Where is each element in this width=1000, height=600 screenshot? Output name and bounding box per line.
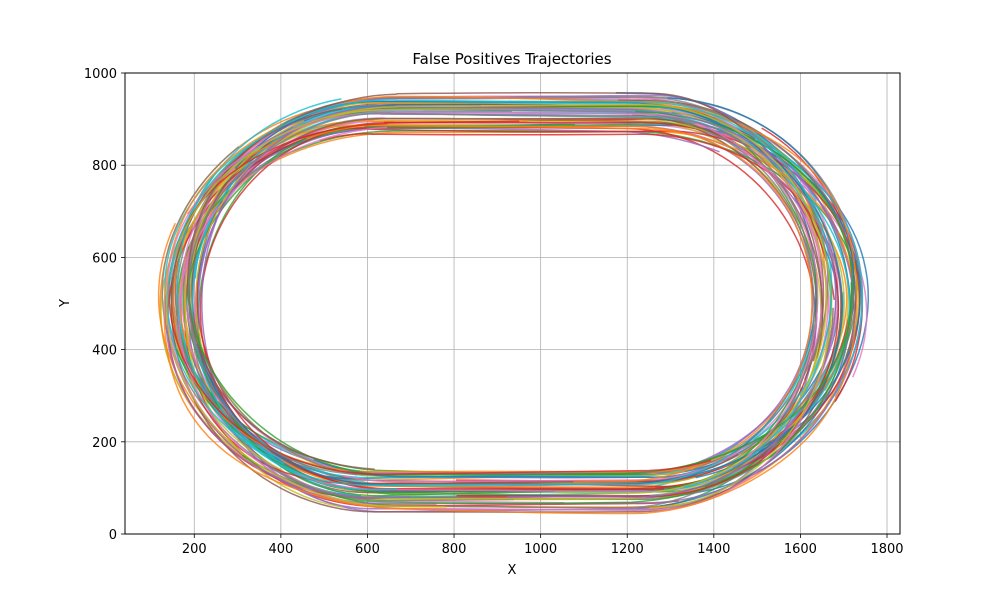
trajectory-line: [188, 110, 854, 476]
x-tick-label: 1000: [524, 542, 557, 557]
trajectory-line: [216, 117, 824, 359]
trajectory-lines: [157, 91, 870, 515]
x-tick-label: 800: [442, 542, 467, 557]
x-tick-label: 1200: [611, 542, 644, 557]
trajectory-line: [165, 104, 832, 510]
trajectory-line: [618, 99, 857, 490]
axis-ticks: 200 400 600 800 1000 1200 1400 1600 1800 0 200 400 6…: [84, 67, 904, 557]
chart-title: False Positives Trajectories: [412, 50, 611, 68]
trajectory-line: [167, 99, 833, 488]
x-tick-label: 600: [355, 542, 380, 557]
y-tick-label: 0: [109, 528, 117, 543]
trajectory-line: [190, 99, 855, 501]
x-tick-label: 200: [182, 542, 207, 557]
x-tick-label: 1800: [870, 542, 903, 557]
x-axis-label: X: [508, 563, 517, 578]
trajectory-line: [164, 112, 837, 499]
trajectory-line: [168, 120, 712, 475]
trajectory-line: [242, 282, 853, 505]
x-tick-label: 1600: [784, 542, 817, 557]
y-tick-label: 400: [92, 344, 117, 359]
x-tick-label: 400: [268, 542, 293, 557]
y-tick-label: 600: [92, 251, 117, 266]
trajectory-line: [667, 97, 855, 479]
trajectory-line: [165, 111, 819, 457]
y-tick-label: 200: [92, 436, 117, 451]
y-tick-label: 1000: [84, 67, 117, 82]
y-tick-label: 800: [92, 159, 117, 174]
x-tick-label: 1400: [697, 542, 730, 557]
trajectory-line: [187, 112, 812, 463]
trajectory-line: [177, 130, 861, 477]
plot-frame: [124, 72, 901, 535]
y-axis-label: Y: [58, 299, 73, 308]
trajectory-line: [191, 106, 851, 491]
